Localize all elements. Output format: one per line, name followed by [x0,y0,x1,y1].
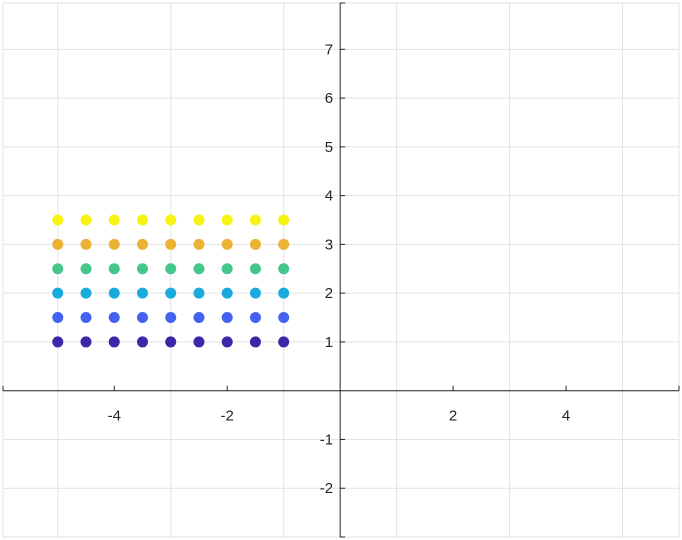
data-point [249,263,261,275]
series-2 [52,312,290,324]
data-point [221,336,233,348]
data-point [249,238,261,250]
data-point [108,263,120,275]
data-point [193,287,205,299]
series-3 [52,287,290,299]
x-tick-label: -4 [108,408,121,425]
data-point [136,263,148,275]
data-point [249,312,261,324]
data-point [249,287,261,299]
x-tick-labels: -4 -2 2 4 [108,408,571,425]
data-point [108,214,120,226]
data-point [193,263,205,275]
data-point [108,336,120,348]
data-point [278,263,290,275]
data-point [136,238,148,250]
data-points [52,214,290,348]
data-point [193,336,205,348]
x-tick-label: 4 [562,408,570,425]
y-tick-label: 2 [325,285,333,302]
data-point [52,287,64,299]
data-point [278,287,290,299]
data-point [249,336,261,348]
data-point [108,238,120,250]
data-point [193,214,205,226]
series-4 [52,263,290,275]
y-tick-label: 5 [325,139,333,156]
x-tick-label: -2 [221,408,234,425]
series-6 [52,214,290,226]
data-point [165,238,177,250]
data-point [278,312,290,324]
data-point [221,312,233,324]
data-point [136,214,148,226]
data-point [165,214,177,226]
data-point [221,238,233,250]
data-point [52,312,64,324]
data-point [221,287,233,299]
y-tick-label: 7 [325,41,333,58]
y-tick-label: 1 [325,334,333,351]
x-tick-label: 2 [449,408,457,425]
data-point [278,336,290,348]
data-point [278,238,290,250]
series-5 [52,238,290,250]
data-point [165,287,177,299]
data-point [136,336,148,348]
y-tick-label: 4 [325,188,333,205]
tick-marks [113,48,567,489]
y-tick-label: 6 [325,90,333,107]
data-point [193,312,205,324]
y-tick-labels: -2 -1 1 2 3 4 5 6 7 [320,41,333,497]
data-point [108,312,120,324]
data-point [80,312,92,324]
data-point [249,214,261,226]
data-point [80,336,92,348]
data-point [165,336,177,348]
data-point [193,238,205,250]
data-point [52,336,64,348]
y-tick-label: -1 [320,431,333,448]
data-point [52,263,64,275]
data-point [108,287,120,299]
series-1 [52,336,290,348]
data-point [221,214,233,226]
data-point [136,312,148,324]
data-point [221,263,233,275]
data-point [165,312,177,324]
data-point [278,214,290,226]
data-point [136,287,148,299]
data-point [52,214,64,226]
y-tick-label: 3 [325,236,333,253]
data-point [165,263,177,275]
data-point [52,238,64,250]
data-point [80,238,92,250]
y-tick-label: -2 [320,480,333,497]
data-point [80,287,92,299]
data-point [80,214,92,226]
data-point [80,263,92,275]
